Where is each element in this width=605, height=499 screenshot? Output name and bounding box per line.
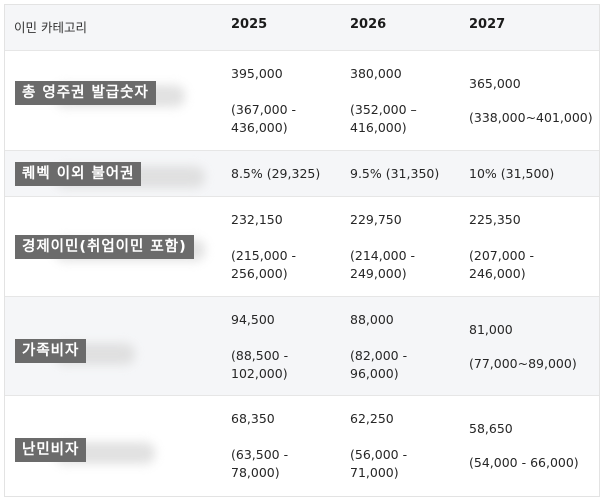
cell-2026-range2: 71,000) [350, 465, 399, 480]
row-label-refugee: 난민비자 [15, 438, 87, 462]
cell-2026-value: 9.5% (31,350) [350, 166, 440, 181]
cell-2027-range1: (77,000~89,000) [469, 356, 577, 371]
header-category: 이민 카테고리 [14, 20, 87, 35]
cell-2025-range1: (63,500 - [231, 447, 289, 462]
cell-2025-range2: 102,000) [231, 366, 288, 381]
cell-2025-range1: (88,500 - [231, 348, 289, 363]
table-row-economic: 경제이민(취업이민 포함) 232,150 (215,000 - 256,000… [5, 197, 599, 297]
cell-2026-range1: (56,000 - [350, 447, 408, 462]
cell-2027-range1: (338,000~401,000) [469, 110, 593, 125]
cell-2025-value: 94,500 [231, 312, 275, 327]
cell-2026-value: 229,750 [350, 212, 402, 227]
row-label-francophone: 퀘벡 이외 불어권 [15, 162, 142, 186]
cell-2025-range2: 256,000) [231, 266, 288, 281]
row-label-economic: 경제이민(취업이민 포함) [15, 235, 194, 259]
cell-2027-value: 81,000 [469, 322, 513, 337]
header-year-2025: 2025 [231, 17, 268, 32]
cell-2026-range1: (352,000 – [350, 102, 417, 117]
cell-2025-range2: 436,000) [231, 120, 288, 135]
header-year-2027: 2027 [469, 17, 506, 32]
table-row-refugee: 난민비자 68,350 (63,500 - 78,000) 62,250 (56… [5, 396, 599, 496]
row-label-wrap: 총 영주권 발급숫자 [15, 81, 185, 107]
row-label-family: 가족비자 [15, 339, 87, 363]
cell-2026-range2: 96,000) [350, 366, 399, 381]
cell-2025-value: 395,000 [231, 66, 283, 81]
table-row-total: 총 영주권 발급숫자 395,000 (367,000 - 436,000) 3… [5, 51, 599, 151]
table-row-francophone: 퀘벡 이외 불어권 8.5% (29,325) 9.5% (31,350) 10… [5, 151, 599, 197]
immigration-table: 이민 카테고리 2025 2026 2027 총 영주권 발급숫자 395,00… [4, 4, 600, 497]
cell-2026-range2: 416,000) [350, 120, 407, 135]
cell-2026-value: 88,000 [350, 312, 394, 327]
cell-2025-value: 68,350 [231, 411, 275, 426]
cell-2025-range1: (367,000 - [231, 102, 297, 117]
cell-2027-value: 225,350 [469, 212, 521, 227]
cell-2027-value: 365,000 [469, 76, 521, 91]
cell-2027-range1: (207,000 - [469, 248, 535, 263]
cell-2027-value: 58,650 [469, 421, 513, 436]
cell-2025-value: 232,150 [231, 212, 283, 227]
row-label-wrap: 퀘벡 이외 불어권 [15, 162, 205, 188]
row-label-wrap: 가족비자 [15, 339, 135, 365]
cell-2027-range2: 246,000) [469, 266, 526, 281]
row-label-wrap: 경제이민(취업이민 포함) [15, 235, 205, 261]
cell-2026-value: 62,250 [350, 411, 394, 426]
cell-2027-value: 10% (31,500) [469, 166, 555, 181]
cell-2025-range1: (215,000 - [231, 248, 297, 263]
cell-2026-value: 380,000 [350, 66, 402, 81]
cell-2025-value: 8.5% (29,325) [231, 166, 321, 181]
row-label-total: 총 영주권 발급숫자 [15, 81, 156, 105]
table-row-family: 가족비자 94,500 (88,500 - 102,000) 88,000 (8… [5, 297, 599, 396]
cell-2025-range2: 78,000) [231, 465, 280, 480]
table-header-row: 이민 카테고리 2025 2026 2027 [5, 5, 599, 51]
cell-2026-range1: (214,000 - [350, 248, 416, 263]
cell-2027-range1: (54,000 - 66,000) [469, 455, 579, 470]
cell-2026-range1: (82,000 - [350, 348, 408, 363]
cell-2026-range2: 249,000) [350, 266, 407, 281]
row-label-wrap: 난민비자 [15, 438, 155, 464]
header-year-2026: 2026 [350, 17, 387, 32]
